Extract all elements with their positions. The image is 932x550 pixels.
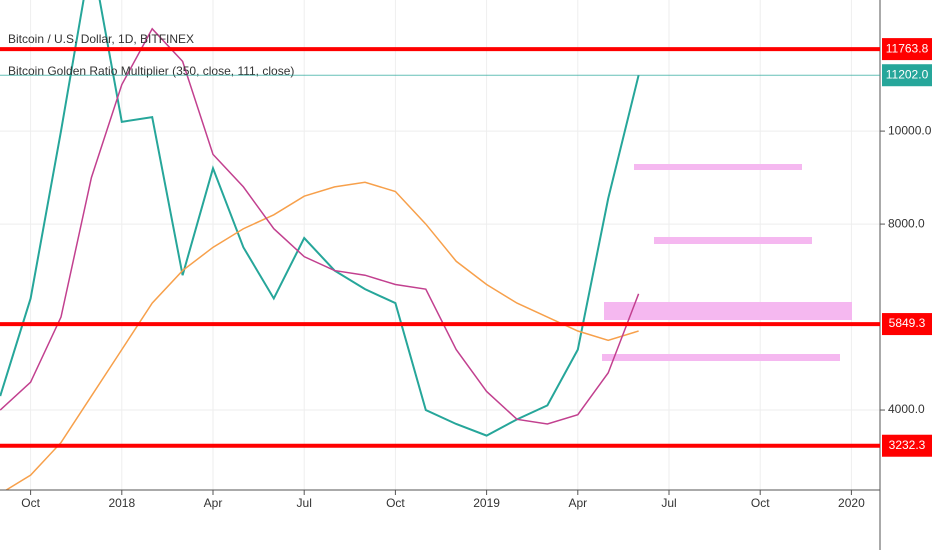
x-tick-label: 2018	[108, 496, 135, 510]
x-tick-label: Jul	[297, 496, 312, 510]
zone	[604, 302, 852, 320]
series-line	[4, 181, 639, 490]
level-label: 3232.3	[889, 438, 926, 452]
level-label: 11763.8	[886, 41, 929, 55]
last-price-label: 11202.0	[886, 67, 929, 81]
y-tick-label: 4000.0	[888, 402, 925, 416]
y-tick-label: 10000.0	[888, 123, 932, 137]
zones	[602, 164, 852, 361]
x-tick-label: 2020	[838, 496, 865, 510]
x-tick-label: 2019	[473, 496, 500, 510]
level-box	[882, 38, 932, 61]
zone	[602, 354, 840, 361]
level-label: 5849.3	[889, 316, 926, 330]
level-box	[882, 313, 932, 336]
x-tick-label: Oct	[386, 496, 405, 510]
chart-subtitle: Bitcoin Golden Ratio Multiplier (350, cl…	[8, 64, 294, 78]
series-line	[0, 27, 640, 425]
x-tick-label: Jul	[661, 496, 676, 510]
plot	[0, 0, 640, 490]
zone	[654, 237, 812, 244]
last-price-box	[882, 64, 932, 87]
y-tick-label: 8000.0	[888, 216, 925, 230]
series-line	[0, 0, 640, 437]
chart-title: Bitcoin / U.S. Dollar, 1D, BITFINEX	[8, 32, 194, 46]
level-box	[882, 434, 932, 457]
grid	[0, 0, 880, 490]
x-tick-label: Oct	[751, 496, 770, 510]
x-tick-label: Apr	[568, 496, 587, 510]
x-tick-label: Apr	[204, 496, 223, 510]
zone	[634, 164, 802, 170]
x-tick-label: Oct	[21, 496, 40, 510]
